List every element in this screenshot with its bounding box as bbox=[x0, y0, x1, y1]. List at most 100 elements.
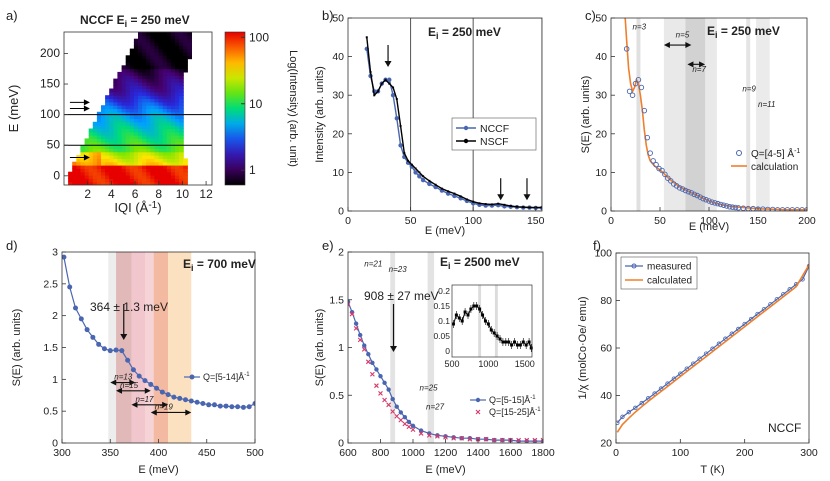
heatmap-cell bbox=[117, 181, 123, 185]
heatmap-cell bbox=[133, 52, 139, 56]
heatmap-cell bbox=[133, 61, 139, 66]
y-tick-label: 30 bbox=[332, 90, 344, 102]
heatmap-cell bbox=[170, 55, 176, 60]
heatmap-cell bbox=[101, 138, 106, 143]
heatmap-cell bbox=[146, 71, 151, 76]
colorbar-tick-label: 1 bbox=[249, 163, 256, 177]
x-tick-label: 50 bbox=[654, 215, 666, 227]
heatmap-cell bbox=[154, 181, 160, 185]
heatmap-cell bbox=[166, 181, 172, 185]
heatmap-cell bbox=[146, 161, 151, 166]
heatmap-cell bbox=[150, 71, 155, 76]
heatmap-cell bbox=[162, 61, 168, 66]
heatmap-cell bbox=[113, 131, 118, 136]
heatmap-cell bbox=[158, 81, 164, 86]
heatmap-cell bbox=[142, 168, 147, 173]
heatmap-cell bbox=[138, 85, 143, 90]
data-point bbox=[639, 400, 644, 406]
heatmap-cell bbox=[138, 118, 143, 123]
heatmap-cell bbox=[125, 105, 131, 110]
series-line-calculated bbox=[616, 264, 809, 433]
heatmap-cell bbox=[125, 175, 131, 179]
heatmap-cell bbox=[109, 115, 114, 120]
data-point bbox=[650, 158, 656, 164]
heatmap-cell bbox=[125, 91, 131, 96]
heatmap-cell bbox=[162, 118, 168, 123]
heatmap-cell bbox=[170, 145, 176, 149]
heatmap-cell bbox=[170, 58, 176, 63]
heatmap-cell bbox=[138, 88, 143, 93]
heatmap-cell bbox=[92, 178, 98, 183]
x-tick-label: 100 bbox=[464, 215, 482, 227]
heatmap-cell bbox=[101, 178, 106, 183]
heatmap-cell bbox=[138, 38, 143, 43]
heatmap-cell bbox=[179, 98, 184, 103]
heatmap-cell bbox=[121, 68, 127, 73]
heatmap-cell bbox=[121, 145, 127, 149]
heatmap-cell bbox=[162, 155, 168, 159]
legend-marker bbox=[189, 374, 195, 380]
heatmap-cell bbox=[129, 108, 135, 113]
heatmap-cell bbox=[146, 88, 151, 93]
harmonic-band bbox=[685, 18, 706, 211]
heatmap-cell bbox=[162, 131, 168, 136]
data-point bbox=[620, 414, 625, 420]
heatmap-cell bbox=[109, 91, 114, 96]
heatmap-cell bbox=[113, 115, 118, 120]
heatmap-cell bbox=[121, 95, 127, 100]
heatmap-cell bbox=[150, 48, 155, 53]
heatmap-cell bbox=[162, 175, 168, 179]
heatmap-cell bbox=[109, 161, 114, 166]
heatmap-cell bbox=[142, 125, 147, 129]
data-point bbox=[804, 207, 807, 211]
heatmap-cell bbox=[150, 118, 155, 123]
heatmap-cell bbox=[158, 128, 164, 133]
heatmap-cell bbox=[179, 165, 184, 169]
heatmap-cell bbox=[121, 91, 127, 96]
heatmap-cell bbox=[166, 91, 172, 96]
data-point bbox=[729, 331, 734, 336]
heatmap-cell bbox=[96, 168, 102, 173]
heatmap-cell bbox=[142, 165, 147, 169]
heatmap-cell bbox=[129, 78, 135, 83]
heatmap-cell bbox=[179, 52, 184, 56]
heatmap-cell bbox=[162, 81, 168, 86]
heatmap-cell bbox=[101, 105, 106, 110]
data-point bbox=[370, 360, 375, 365]
heatmap-cell bbox=[158, 61, 164, 66]
heatmap-cell bbox=[138, 171, 143, 176]
x-tick-label: 10 bbox=[176, 187, 190, 201]
heatmap-cell bbox=[162, 158, 168, 163]
heatmap-cell bbox=[170, 138, 176, 143]
heatmap-cell bbox=[138, 45, 143, 50]
heatmap-cell bbox=[175, 68, 180, 73]
heatmap-cell bbox=[150, 58, 155, 63]
y-tick-label: 1 bbox=[338, 342, 344, 354]
heatmap-cell bbox=[138, 145, 143, 149]
heatmap-cell bbox=[162, 75, 168, 80]
heatmap-cell bbox=[158, 151, 164, 156]
heatmap-cell bbox=[142, 98, 147, 103]
heatmap-cell bbox=[175, 171, 180, 176]
heatmap-cell bbox=[113, 118, 118, 123]
heatmap-cell bbox=[105, 178, 110, 183]
heatmap-cell bbox=[133, 48, 139, 53]
heatmap-cell bbox=[117, 175, 123, 179]
x-tick-label: 1200 bbox=[434, 447, 458, 459]
heatmap-cell bbox=[166, 48, 172, 53]
heatmap-cell bbox=[179, 128, 184, 133]
legend-marker bbox=[631, 263, 637, 269]
heatmap-cell bbox=[154, 32, 160, 36]
heatmap-cell bbox=[92, 141, 98, 146]
heatmap-cell bbox=[125, 171, 131, 176]
heatmap-cell bbox=[154, 121, 160, 126]
heatmap-cell bbox=[138, 148, 143, 153]
heatmap-cell bbox=[175, 38, 180, 43]
heatmap-cell bbox=[84, 175, 90, 179]
heatmap-cell bbox=[105, 148, 110, 153]
heatmap-cell bbox=[187, 48, 192, 53]
heatmap-cell bbox=[146, 165, 151, 169]
data-point bbox=[229, 404, 235, 410]
data-point bbox=[720, 202, 727, 208]
data-point bbox=[732, 204, 739, 211]
